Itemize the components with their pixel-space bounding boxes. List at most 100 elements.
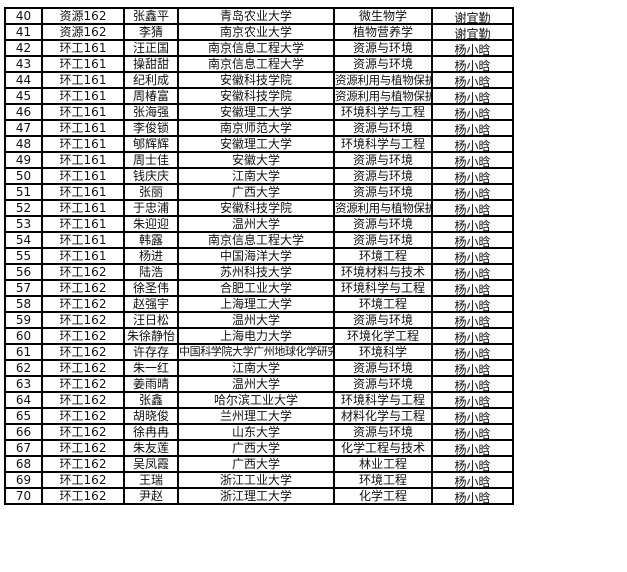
university-text: 南京信息工程大学 <box>207 41 304 55</box>
major-cell: 环境工程 <box>333 295 433 313</box>
row-number-cell: 65 <box>4 407 43 425</box>
table-row: 42 环工161 汪正国 南京信息工程大学 资源与环境 杨小晗 <box>4 39 514 57</box>
major-text: 资源与环境 <box>352 313 413 327</box>
university-cell: 江南大学 <box>177 167 335 185</box>
major-cell: 林业工程 <box>333 455 433 473</box>
major-cell: 微生物学 <box>333 7 433 25</box>
major-text: 资源与环境 <box>352 41 413 55</box>
student-name-cell: 吴凤霞 <box>123 455 179 473</box>
major-text: 环境工程 <box>358 249 407 263</box>
university-text: 广西大学 <box>231 457 280 471</box>
major-text: 环境材料与技术 <box>340 265 425 279</box>
major-cell: 环境材料与技术 <box>333 263 433 281</box>
university-text: 温州大学 <box>231 377 280 391</box>
row-number-cell: 70 <box>4 487 43 505</box>
advisor-text: 谢宜勤 <box>454 11 491 24</box>
major-cell: 环境科学与工程 <box>333 135 433 153</box>
table-row: 64 环工162 张鑫 哈尔滨工业大学 环境科学与工程 杨小晗 <box>4 391 514 409</box>
row-number-cell: 58 <box>4 295 43 313</box>
class-text: 环工162 <box>59 393 107 407</box>
class-text: 资源162 <box>59 25 107 39</box>
class-cell: 环工162 <box>41 391 125 409</box>
student-name-text: 徐冉冉 <box>132 425 169 439</box>
student-name-text: 张鑫平 <box>132 9 169 23</box>
class-cell: 环工161 <box>41 71 125 89</box>
major-text: 资源与环境 <box>352 121 413 135</box>
student-name-text: 张丽 <box>138 185 163 199</box>
student-name-cell: 于忠浦 <box>123 199 179 217</box>
student-name-cell: 张海强 <box>123 103 179 121</box>
university-text: 浙江理工大学 <box>219 489 292 503</box>
advisor-text: 杨小晗 <box>454 43 491 56</box>
advisor-cell: 杨小晗 <box>431 439 514 457</box>
table-body: 40 资源162 张鑫平 青岛农业大学 微生物学 谢宜勤 41 资源162 李猜 南京农业大学 植物… <box>4 7 514 505</box>
class-cell: 环工161 <box>41 183 125 201</box>
university-text: 安徽大学 <box>231 153 280 167</box>
advisor-text: 杨小晗 <box>454 315 491 328</box>
class-text: 环工162 <box>59 345 107 359</box>
student-name-text: 姜雨晴 <box>132 377 169 391</box>
major-cell: 植物营养学 <box>333 23 433 41</box>
major-cell: 资源利用与植物保护 <box>333 199 433 217</box>
major-text: 环境科学与工程 <box>340 393 425 407</box>
student-name-text: 杨进 <box>138 249 163 263</box>
advisor-cell: 杨小晗 <box>431 327 514 345</box>
row-number-cell: 44 <box>4 71 43 89</box>
row-number-text: 42 <box>15 41 32 55</box>
university-text: 上海理工大学 <box>219 297 292 311</box>
table-row: 40 资源162 张鑫平 青岛农业大学 微生物学 谢宜勤 <box>4 7 514 25</box>
student-name-cell: 李俊锁 <box>123 119 179 137</box>
major-text: 环境科学与工程 <box>340 281 425 295</box>
student-name-cell: 张鑫平 <box>123 7 179 25</box>
row-number-cell: 47 <box>4 119 43 137</box>
major-cell: 环境科学与工程 <box>333 279 433 297</box>
advisor-text: 杨小晗 <box>454 283 491 296</box>
university-cell: 南京农业大学 <box>177 23 335 41</box>
row-number-cell: 66 <box>4 423 43 441</box>
university-cell: 广西大学 <box>177 183 335 201</box>
major-text: 材料化学与工程 <box>340 409 425 423</box>
advisor-cell: 杨小晗 <box>431 199 514 217</box>
table-row: 49 环工161 周士佳 安徽大学 资源与环境 杨小晗 <box>4 151 514 169</box>
row-number-cell: 41 <box>4 23 43 41</box>
advisor-cell: 杨小晗 <box>431 263 514 281</box>
row-number-cell: 46 <box>4 103 43 121</box>
university-cell: 安徽理工大学 <box>177 103 335 121</box>
major-cell: 资源与环境 <box>333 55 433 73</box>
university-text: 南京师范大学 <box>219 121 292 135</box>
class-cell: 环工161 <box>41 247 125 265</box>
major-text: 资源利用与植物保护 <box>335 73 432 87</box>
student-name-text: 尹赵 <box>138 489 163 503</box>
major-cell: 化学工程与技术 <box>333 439 433 457</box>
student-name-cell: 杨进 <box>123 247 179 265</box>
major-cell: 资源与环境 <box>333 423 433 441</box>
university-text: 南京信息工程大学 <box>207 233 304 247</box>
class-cell: 环工162 <box>41 327 125 345</box>
class-cell: 环工162 <box>41 375 125 393</box>
major-text: 资源与环境 <box>352 169 413 183</box>
class-cell: 环工162 <box>41 423 125 441</box>
row-number-text: 51 <box>15 185 32 199</box>
student-name-cell: 陆浩 <box>123 263 179 281</box>
class-cell: 环工162 <box>41 359 125 377</box>
major-text: 资源与环境 <box>352 217 413 231</box>
student-name-cell: 朱一红 <box>123 359 179 377</box>
university-text: 苏州科技大学 <box>219 265 292 279</box>
row-number-cell: 59 <box>4 311 43 329</box>
student-name-cell: 赵强宇 <box>123 295 179 313</box>
major-cell: 资源与环境 <box>333 311 433 329</box>
advisor-text: 杨小晗 <box>454 235 491 248</box>
row-number-text: 47 <box>15 121 32 135</box>
table-row: 66 环工162 徐冉冉 山东大学 资源与环境 杨小晗 <box>4 423 514 441</box>
university-text: 江南大学 <box>231 361 280 375</box>
university-text: 广西大学 <box>231 185 280 199</box>
row-number-text: 46 <box>15 105 32 119</box>
admission-table: 40 资源162 张鑫平 青岛农业大学 微生物学 谢宜勤 41 资源162 李猜 南京农业大学 植物… <box>4 7 514 505</box>
row-number-cell: 43 <box>4 55 43 73</box>
advisor-cell: 杨小晗 <box>431 295 514 313</box>
major-cell: 化学工程 <box>333 487 433 505</box>
major-text: 植物营养学 <box>352 25 413 39</box>
student-name-text: 徐圣伟 <box>132 281 169 295</box>
class-text: 环工162 <box>59 489 107 503</box>
row-number-cell: 53 <box>4 215 43 233</box>
